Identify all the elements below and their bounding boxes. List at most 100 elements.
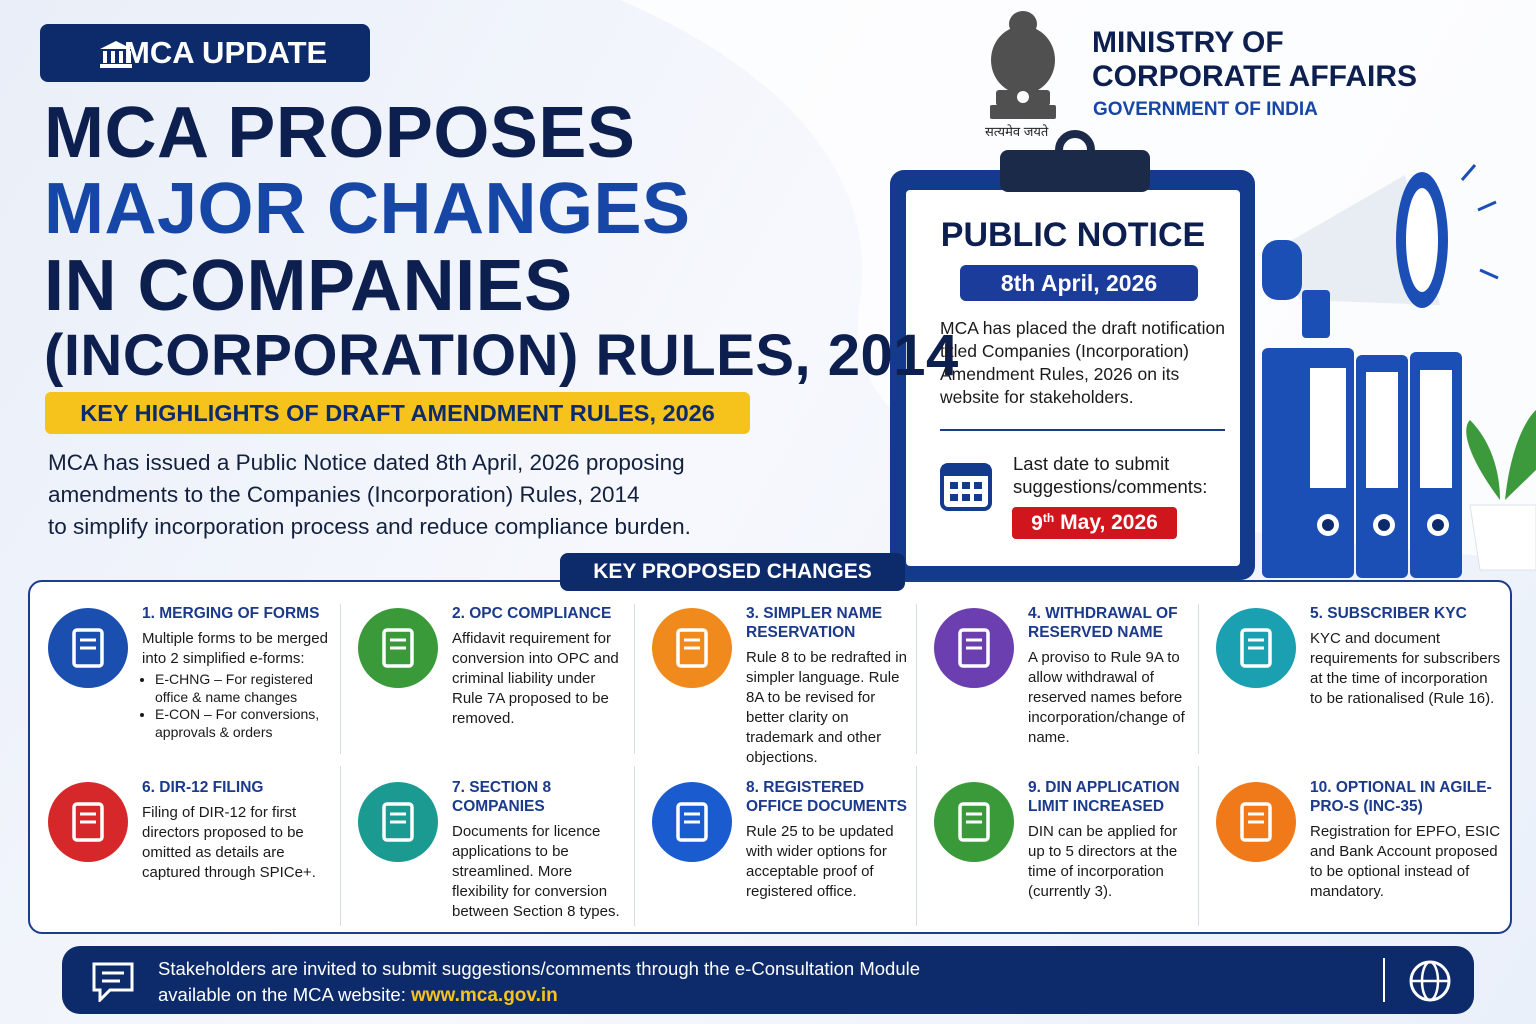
item-text: Registration for EPFO, ESIC and Bank Acc… [1310,823,1501,900]
item-title-text: MERGING OF FORMS [159,605,320,622]
item-title-text: REGISTERED OFFICE DOCUMENTS [746,779,908,815]
deadline-label: suggestions/comments: [1013,476,1208,497]
footer [62,946,1474,1014]
item-title: 10. OPTIONAL IN AGILE-PRO-S (INC-35) [1310,778,1502,816]
item-text: A proviso to Rule 9A to allow withdrawal… [1028,649,1185,746]
column-divider [916,604,917,754]
highlight: KEY HIGHLIGHTS OF DRAFT AMENDMENT RULES,… [45,392,750,434]
item: 7. SECTION 8 COMPANIES Documents for lice… [452,778,628,922]
badge: MCA UPDATE [40,24,370,82]
item-title: 1. MERGING OF FORMS [142,604,334,623]
item-title-text: DIN APPLICATION LIMIT INCREASED [1028,779,1180,815]
column-divider [340,766,341,926]
item-number: 3. [746,605,759,622]
item-title: 9. DIN APPLICATION LIMIT INCREASED [1028,778,1192,816]
item: 2. OPC COMPLIANCE Affidavit requirement f… [452,604,628,729]
item-icon [1216,782,1296,862]
item-number: 2. [452,605,465,622]
item-title: 5. SUBSCRIBER KYC [1310,604,1502,623]
column-divider [634,604,635,754]
intro-line: MCA has issued a Public Notice dated 8th… [48,450,685,475]
item-text: Rule 8 to be redrafted in simpler langua… [746,649,907,766]
title-line: MAJOR CHANGES [44,169,691,249]
title-line: MCA PROPOSES [44,93,636,173]
footer-text-2: available on the MCA website: [158,984,406,1005]
notice-text: titled Companies (Incorporation) [940,341,1190,361]
item-number: 9. [1028,779,1041,796]
item-title-text: SIMPLER NAME RESERVATION [746,605,883,641]
item-icon [934,782,1014,862]
item-text: Multiple forms to be merged into 2 simpl… [142,630,328,667]
globe-icon [1409,960,1451,1002]
ministry-name: CORPORATE AFFAIRS [1092,60,1418,93]
title-line: IN COMPANIES [44,246,573,326]
ministry-name: MINISTRY OF [1092,26,1284,59]
url[interactable]: www.mca.gov.in [410,985,558,1006]
intro-line: to simplify incorporation process and re… [48,514,691,539]
notice-text: website for stakeholders. [940,387,1134,407]
item-number: 1. [142,605,155,622]
item-bullets: E-CHNG – For registered office & name ch… [142,671,334,741]
item-title: 4. WITHDRAWAL OF RESERVED NAME [1028,604,1192,642]
item: 1. MERGING OF FORMS Multiple forms to be … [142,604,334,741]
item-text: Filing of DIR-12 for first directors pro… [142,804,316,881]
item-number: 10. [1310,779,1332,796]
footer-text: available on the MCA website: www.mca.go… [158,984,558,1007]
item-icon [48,782,128,862]
item-number: 8. [746,779,759,796]
chat-icon [92,962,134,1002]
item-title: 2. OPC COMPLIANCE [452,604,628,623]
item-icon [652,608,732,688]
item-title: 7. SECTION 8 COMPANIES [452,778,628,816]
notice-title: PUBLIC NOTICE [940,216,1206,254]
deadline-label: Last date to submit [1013,453,1170,474]
item-title: 3. SIMPLER NAME RESERVATION [746,604,910,642]
footer-text: Stakeholders are invited to submit sugge… [158,958,921,979]
intro-line: amendments to the Companies (Incorporati… [48,482,640,507]
item-icon [934,608,1014,688]
deadline-rest: May, 2026 [1060,511,1158,534]
deadline-day: 9 [1031,511,1043,535]
item-bullet: E-CON – For conversions, approvals & ord… [155,706,334,741]
badge-text: MCA UPDATE [124,35,328,70]
item: 9. DIN APPLICATION LIMIT INCREASED DIN ca… [1028,778,1192,902]
item-icon [652,782,732,862]
notice-text: Amendment Rules, 2026 on its [940,364,1180,384]
item-title: 6. DIR-12 FILING [142,778,334,797]
item-text: Rule 25 to be updated with wider options… [746,823,894,900]
item: 6. DIR-12 FILING Filing of DIR-12 for fir… [142,778,334,883]
column-divider [340,604,341,754]
badge-icon [100,41,132,68]
item-icon [358,782,438,862]
item-text: KYC and document requirements for subscr… [1310,630,1501,707]
motto: सत्यमेव जयते [985,124,1049,139]
item: 8. REGISTERED OFFICE DOCUMENTS Rule 25 to… [746,778,910,902]
item-bullet: E-CHNG – For registered office & name ch… [155,671,334,706]
item-text: Affidavit requirement for conversion int… [452,630,619,727]
item-icon [358,608,438,688]
title-line: (INCORPORATION) RULES, 2014 [44,323,959,388]
changes-heading: KEY PROPOSED CHANGES [560,553,905,591]
item-title-text: SECTION 8 COMPANIES [452,779,552,815]
item-title-text: OPC COMPLIANCE [469,605,612,622]
deadline-suffix: th [1042,510,1055,525]
item-icon [1216,608,1296,688]
item-number: 4. [1028,605,1041,622]
notice-text: MCA has placed the draft notification [940,318,1226,338]
item-number: 7. [452,779,465,796]
column-divider [1198,766,1199,926]
item: 10. OPTIONAL IN AGILE-PRO-S (INC-35) Regi… [1310,778,1502,902]
item-text: Documents for licence applications to be… [452,823,620,920]
item: 5. SUBSCRIBER KYC KYC and document requir… [1310,604,1502,709]
footer-divider [1383,958,1385,1002]
item-number: 6. [142,779,155,796]
item-title-text: DIR-12 FILING [159,779,264,796]
column-divider [634,766,635,926]
notice-date: 8th April, 2026 [960,265,1198,301]
item-text: DIN can be applied for up to 5 directors… [1028,823,1178,900]
column-divider [1198,604,1199,754]
item-title-text: SUBSCRIBER KYC [1327,605,1467,622]
deadline: 9th May, 2026 [1012,507,1177,539]
column-divider [916,766,917,926]
